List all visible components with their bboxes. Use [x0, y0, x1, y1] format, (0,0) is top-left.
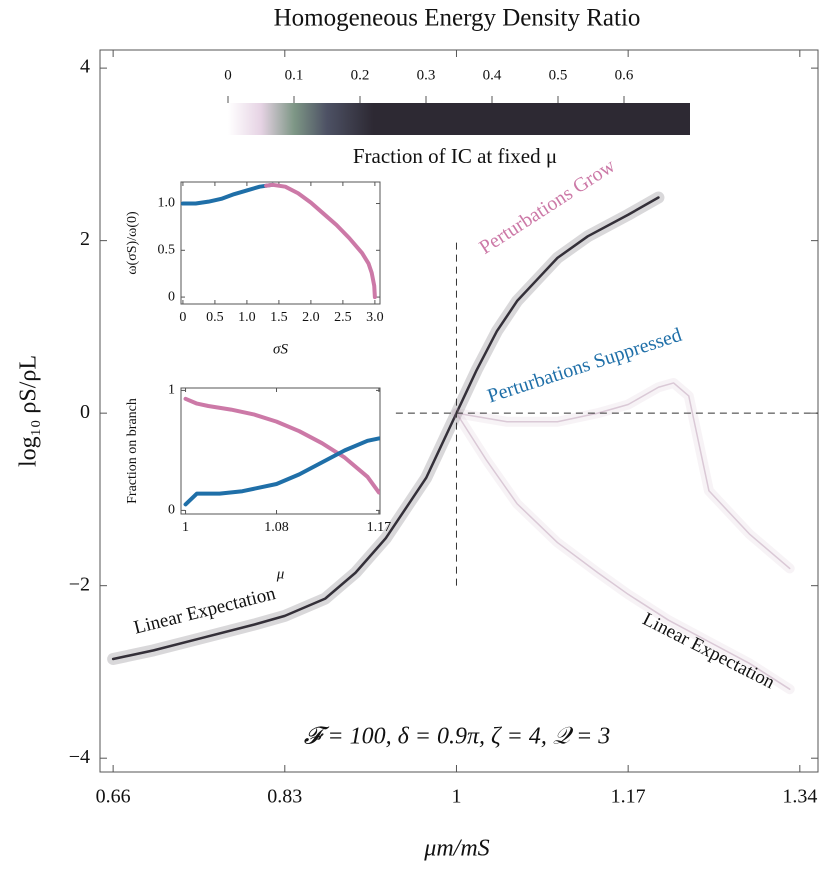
y-tick-label: −2 — [69, 573, 90, 595]
annotation: Perturbations Grow — [475, 154, 619, 258]
annotation: Linear Expectation — [639, 609, 778, 694]
x-axis-label: μ — [276, 566, 285, 582]
data-line — [183, 396, 380, 495]
data-line — [111, 196, 660, 661]
x-axis-label: σS — [273, 341, 288, 357]
x-tick-label: 0.66 — [96, 786, 131, 808]
plot-frame — [180, 181, 381, 305]
x-tick-label: 1.34 — [782, 786, 817, 808]
plot-frame — [180, 387, 381, 515]
y-tick-label: 1.0 — [158, 196, 176, 211]
x-tick-label: 1 — [451, 786, 461, 808]
y-axis-label: log₁₀ ρS/ρL — [16, 355, 42, 467]
data-line — [183, 436, 380, 507]
y-tick-label: 0 — [168, 289, 175, 304]
y-tick-label: −4 — [69, 746, 90, 768]
data-line — [451, 408, 795, 695]
data-line — [264, 182, 377, 300]
y-axis-label: Fraction on branch — [125, 398, 140, 504]
plot-frame — [99, 49, 819, 773]
x-tick-label: 1 — [182, 520, 189, 535]
y-tick-label: 4 — [80, 56, 90, 78]
x-tick-label: 1.0 — [238, 310, 256, 325]
data-line — [455, 412, 791, 690]
x-tick-label: 0 — [179, 310, 186, 325]
y-tick-label: 0 — [168, 503, 175, 518]
chart-title: Homogeneous Energy Density Ratio — [274, 5, 641, 32]
x-tick-label: 2.0 — [302, 310, 320, 325]
x-tick-label: 1.5 — [270, 310, 288, 325]
data-line — [181, 182, 275, 206]
colorbar — [228, 103, 690, 135]
colorbar-tick-label: 0.4 — [483, 67, 502, 83]
x-tick-label: 2.5 — [334, 310, 352, 325]
colorbar-tick-label: 0 — [224, 67, 232, 83]
annotation: 𝓕 = 100, δ = 0.9π, ζ = 4, 𝒬 = 3 — [304, 724, 611, 750]
colorbar-tick-label: 0.5 — [549, 67, 568, 83]
x-tick-label: 1.08 — [264, 520, 289, 535]
x-tick-label: 0.5 — [206, 310, 224, 325]
x-axis-label: μm/mS — [423, 836, 489, 862]
colorbar-tick-label: 0.3 — [417, 67, 436, 83]
y-tick-label: 1 — [168, 383, 175, 398]
y-tick-label: 0 — [80, 401, 90, 423]
y-tick-label: 0.5 — [158, 243, 176, 258]
y-tick-label: 2 — [80, 228, 90, 250]
x-tick-label: 1.17 — [611, 786, 646, 808]
annotation: Linear Expectation — [132, 583, 278, 639]
colorbar-tick-label: 0.6 — [615, 67, 634, 83]
y-axis-label: ω(σS)/ω(0) — [125, 211, 140, 275]
x-tick-label: 0.83 — [267, 786, 302, 808]
colorbar-label: Fraction of IC at fixed μ — [353, 144, 557, 168]
colorbar-tick-label: 0.1 — [285, 67, 304, 83]
x-tick-label: 3.0 — [366, 310, 384, 325]
colorbar-tick-label: 0.2 — [351, 67, 370, 83]
x-tick-label: 1.17 — [367, 520, 392, 535]
data-line — [455, 382, 791, 570]
data-line — [451, 377, 795, 574]
